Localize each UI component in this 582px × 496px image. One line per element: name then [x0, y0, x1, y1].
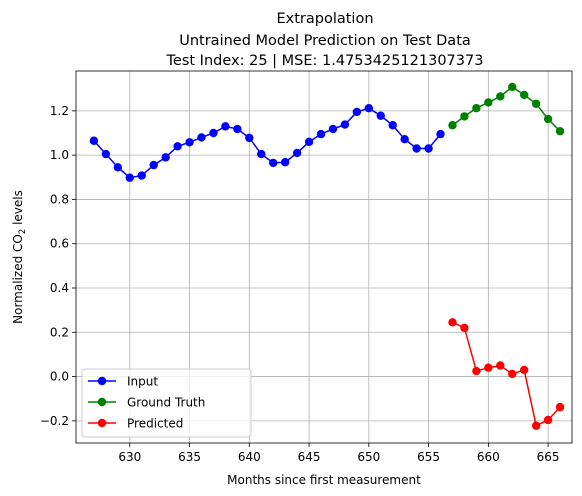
series-line-predicted: [452, 321, 561, 427]
chart-title: Extrapolation Untrained Model Prediction…: [166, 11, 484, 69]
chart-title-line-2: Untrained Model Prediction on Test Data: [179, 33, 471, 49]
legend-label: Predicted: [127, 417, 183, 431]
y-axis-label: Normalized CO2 levels: [11, 190, 28, 324]
chart-title-line-1: Extrapolation: [276, 11, 373, 27]
data-point-input: [328, 124, 338, 134]
data-point-input: [173, 142, 182, 151]
x-tick-label: 640: [238, 450, 261, 464]
data-point-ground-truth: [519, 90, 529, 100]
legend-entry-ground-truth: Ground Truth: [88, 396, 205, 410]
data-point-predicted: [484, 363, 493, 372]
data-point-predicted: [496, 361, 505, 370]
data-point-input: [388, 121, 397, 130]
series-input: [89, 104, 445, 182]
x-tick-label: 650: [357, 450, 380, 464]
data-point-input: [424, 144, 433, 153]
data-point-ground-truth: [460, 112, 469, 121]
data-point-input: [436, 129, 445, 139]
data-point-input: [304, 137, 314, 147]
plot-series: [89, 82, 565, 430]
plot-frame: [75, 70, 573, 444]
data-point-input: [352, 107, 362, 117]
data-point-input: [161, 153, 170, 162]
data-point-predicted: [460, 323, 469, 333]
data-point-predicted: [519, 365, 529, 375]
data-point-ground-truth: [484, 98, 493, 107]
data-point-input: [245, 133, 254, 143]
data-point-input: [149, 160, 158, 170]
data-point-predicted: [555, 402, 565, 412]
data-point-input: [197, 133, 206, 142]
data-point-predicted: [472, 366, 481, 376]
chart-title-line-3: Test Index: 25 | MSE: 1.4753425121307373: [166, 53, 484, 69]
legend-entry-predicted: Predicted: [88, 417, 183, 431]
y-axis-label-main: Normalized CO: [11, 234, 25, 324]
x-tick-label: 665: [537, 450, 560, 464]
data-point-input: [269, 158, 278, 168]
y-tick-label: 0.4: [50, 281, 69, 295]
axis-ticks: 630 635 640 645 650 655 660 665 −0.2 0.0 0.2 0.4 0.6…: [40, 104, 560, 464]
x-tick-label: 630: [118, 450, 141, 464]
x-tick-label: 635: [178, 450, 201, 464]
series-ground-truth: [448, 82, 565, 136]
y-tick-label: −0.2: [40, 414, 69, 428]
data-point-input: [340, 120, 350, 129]
legend-box: [81, 368, 252, 438]
y-tick-label: 0.8: [50, 192, 69, 206]
data-point-ground-truth: [543, 114, 553, 124]
y-tick-label: 0.2: [50, 325, 69, 339]
data-point-predicted: [531, 421, 541, 430]
y-tick-label: 0.6: [50, 237, 69, 251]
data-point-input: [89, 136, 99, 145]
data-point-input: [257, 149, 266, 159]
data-point-input: [280, 158, 290, 167]
legend-swatch-marker: [97, 397, 107, 407]
data-point-input: [292, 148, 302, 158]
data-point-ground-truth: [448, 121, 457, 130]
x-tick-label: 645: [298, 450, 321, 464]
data-point-predicted: [543, 415, 553, 425]
data-point-ground-truth: [531, 99, 541, 108]
data-point-input: [400, 135, 409, 144]
x-axis-label: Months since first measurement: [227, 473, 421, 487]
y-tick-label: 1.2: [50, 104, 69, 118]
x-tick-label: 660: [477, 450, 500, 464]
legend-swatch-marker: [97, 418, 107, 428]
series-line-input: [93, 107, 442, 179]
data-point-input: [364, 104, 374, 113]
data-point-ground-truth: [508, 82, 517, 92]
y-axis-label-subscript: 2: [18, 229, 28, 234]
y-tick-label: 0.0: [50, 370, 69, 384]
data-point-input: [221, 122, 230, 131]
data-point-input: [412, 144, 421, 153]
series-predicted: [448, 318, 565, 430]
data-point-input: [101, 149, 111, 159]
legend-label: Ground Truth: [127, 396, 205, 410]
data-point-input: [113, 163, 123, 172]
data-point-input: [137, 171, 146, 180]
legend-swatch-marker: [97, 376, 107, 386]
x-tick-label: 655: [417, 450, 440, 464]
data-point-input: [316, 129, 326, 139]
data-point-predicted: [448, 318, 457, 327]
data-point-ground-truth: [496, 92, 505, 101]
data-point-input: [125, 173, 134, 182]
data-point-input: [376, 111, 385, 120]
data-point-ground-truth: [472, 104, 481, 113]
series-line-ground-truth: [452, 86, 561, 132]
data-point-input: [209, 128, 218, 138]
data-point-input: [233, 124, 242, 134]
legend: Input Ground Truth Predicted: [81, 368, 252, 438]
y-tick-label: 1.0: [50, 148, 69, 162]
y-axis-label-tail: levels: [11, 190, 25, 229]
legend-entry-input: Input: [88, 375, 158, 389]
data-point-input: [185, 138, 194, 147]
grid: [76, 71, 572, 443]
data-point-predicted: [508, 369, 517, 379]
legend-label: Input: [127, 375, 158, 389]
data-point-ground-truth: [555, 127, 565, 136]
